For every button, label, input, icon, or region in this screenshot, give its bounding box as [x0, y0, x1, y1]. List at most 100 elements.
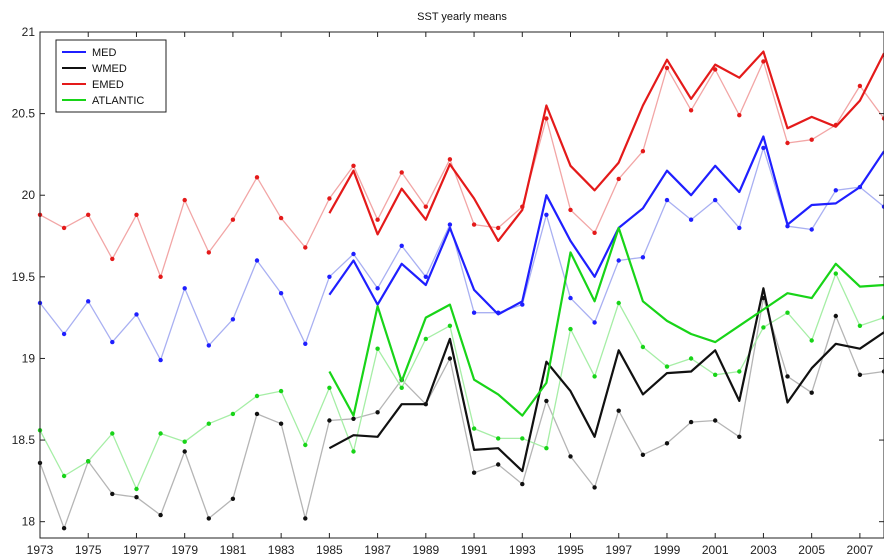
series-line-thin-6 — [39, 60, 884, 278]
data-point — [351, 251, 356, 257]
data-point — [61, 526, 67, 531]
data-point — [134, 486, 139, 492]
data-point — [664, 364, 670, 369]
x-tick-label: 1977 — [123, 543, 150, 557]
data-point — [86, 299, 91, 304]
data-point — [640, 255, 646, 260]
data-point — [520, 481, 525, 487]
series-line-emed — [328, 50, 884, 242]
data-point — [688, 217, 694, 222]
data-point — [568, 207, 573, 213]
data-point — [134, 312, 139, 317]
data-point — [496, 462, 501, 467]
data-point — [737, 369, 742, 374]
data-point — [761, 325, 766, 330]
data-point — [544, 116, 549, 121]
data-point — [833, 271, 838, 276]
data-point — [61, 225, 67, 231]
data-point — [640, 344, 646, 350]
data-point — [303, 245, 308, 250]
x-tick-label: 2005 — [798, 543, 825, 557]
data-point — [447, 356, 453, 361]
x-tick-label: 1995 — [557, 543, 584, 557]
data-point — [447, 323, 453, 328]
data-point — [833, 188, 838, 193]
data-point — [809, 390, 814, 395]
data-point — [833, 313, 838, 319]
legend-label: ATLANTIC — [92, 95, 144, 107]
data-point — [520, 436, 525, 441]
data-point — [592, 320, 597, 325]
data-point — [737, 225, 742, 231]
data-point — [713, 67, 718, 72]
data-point — [134, 495, 139, 500]
data-point — [399, 243, 404, 248]
data-point — [158, 512, 163, 518]
data-point — [182, 197, 187, 203]
data-point — [664, 197, 670, 203]
data-point — [737, 434, 742, 439]
data-point — [664, 441, 670, 446]
series-line-wmed — [328, 287, 884, 473]
data-point — [110, 256, 115, 262]
data-point — [785, 310, 790, 315]
data-point — [86, 212, 91, 217]
data-point — [688, 108, 694, 113]
series-line-med — [328, 135, 884, 316]
data-point — [351, 449, 356, 454]
data-point — [278, 421, 284, 426]
data-point — [110, 339, 115, 345]
data-point — [688, 419, 694, 425]
data-point — [158, 431, 163, 436]
data-point — [110, 431, 115, 436]
x-tick-label: 2007 — [847, 543, 874, 557]
data-point — [857, 323, 863, 328]
x-tick-label: 1975 — [75, 543, 102, 557]
data-point — [568, 295, 573, 301]
y-tick-label: 18 — [22, 515, 36, 529]
data-point — [278, 215, 284, 221]
data-point — [688, 356, 694, 361]
y-tick-label: 19.5 — [12, 270, 36, 284]
data-point — [158, 357, 163, 363]
data-point — [592, 230, 597, 235]
data-point — [640, 149, 646, 154]
data-point — [423, 274, 428, 279]
data-point — [664, 65, 670, 71]
data-point — [206, 250, 211, 255]
data-point — [616, 300, 621, 306]
data-point — [182, 439, 187, 444]
data-point — [254, 258, 260, 263]
data-point — [616, 258, 621, 263]
data-point — [230, 317, 236, 322]
x-tick-label: 1973 — [27, 543, 54, 557]
data-point — [496, 225, 501, 231]
data-point — [471, 426, 477, 431]
data-point — [303, 442, 308, 448]
data-point — [206, 516, 211, 521]
legend-label: MED — [92, 47, 117, 59]
data-point — [375, 410, 380, 415]
data-point — [61, 473, 67, 479]
data-point — [206, 343, 211, 348]
x-tick-label: 1985 — [316, 543, 343, 557]
data-point — [592, 485, 597, 490]
data-point — [423, 204, 428, 209]
data-point — [809, 227, 814, 232]
data-point — [278, 291, 284, 296]
data-point — [616, 176, 621, 182]
data-point — [158, 274, 163, 279]
data-point — [254, 393, 260, 399]
series-line-atlantic — [328, 226, 884, 417]
data-point — [110, 491, 115, 497]
data-point — [375, 346, 380, 351]
plot-frame — [39, 31, 884, 539]
data-point — [327, 274, 332, 279]
x-tick-label: 1983 — [268, 543, 295, 557]
data-point — [375, 286, 380, 291]
data-point — [61, 331, 67, 337]
x-tick-label: 1981 — [220, 543, 247, 557]
data-point — [399, 385, 404, 390]
data-point — [640, 452, 646, 457]
